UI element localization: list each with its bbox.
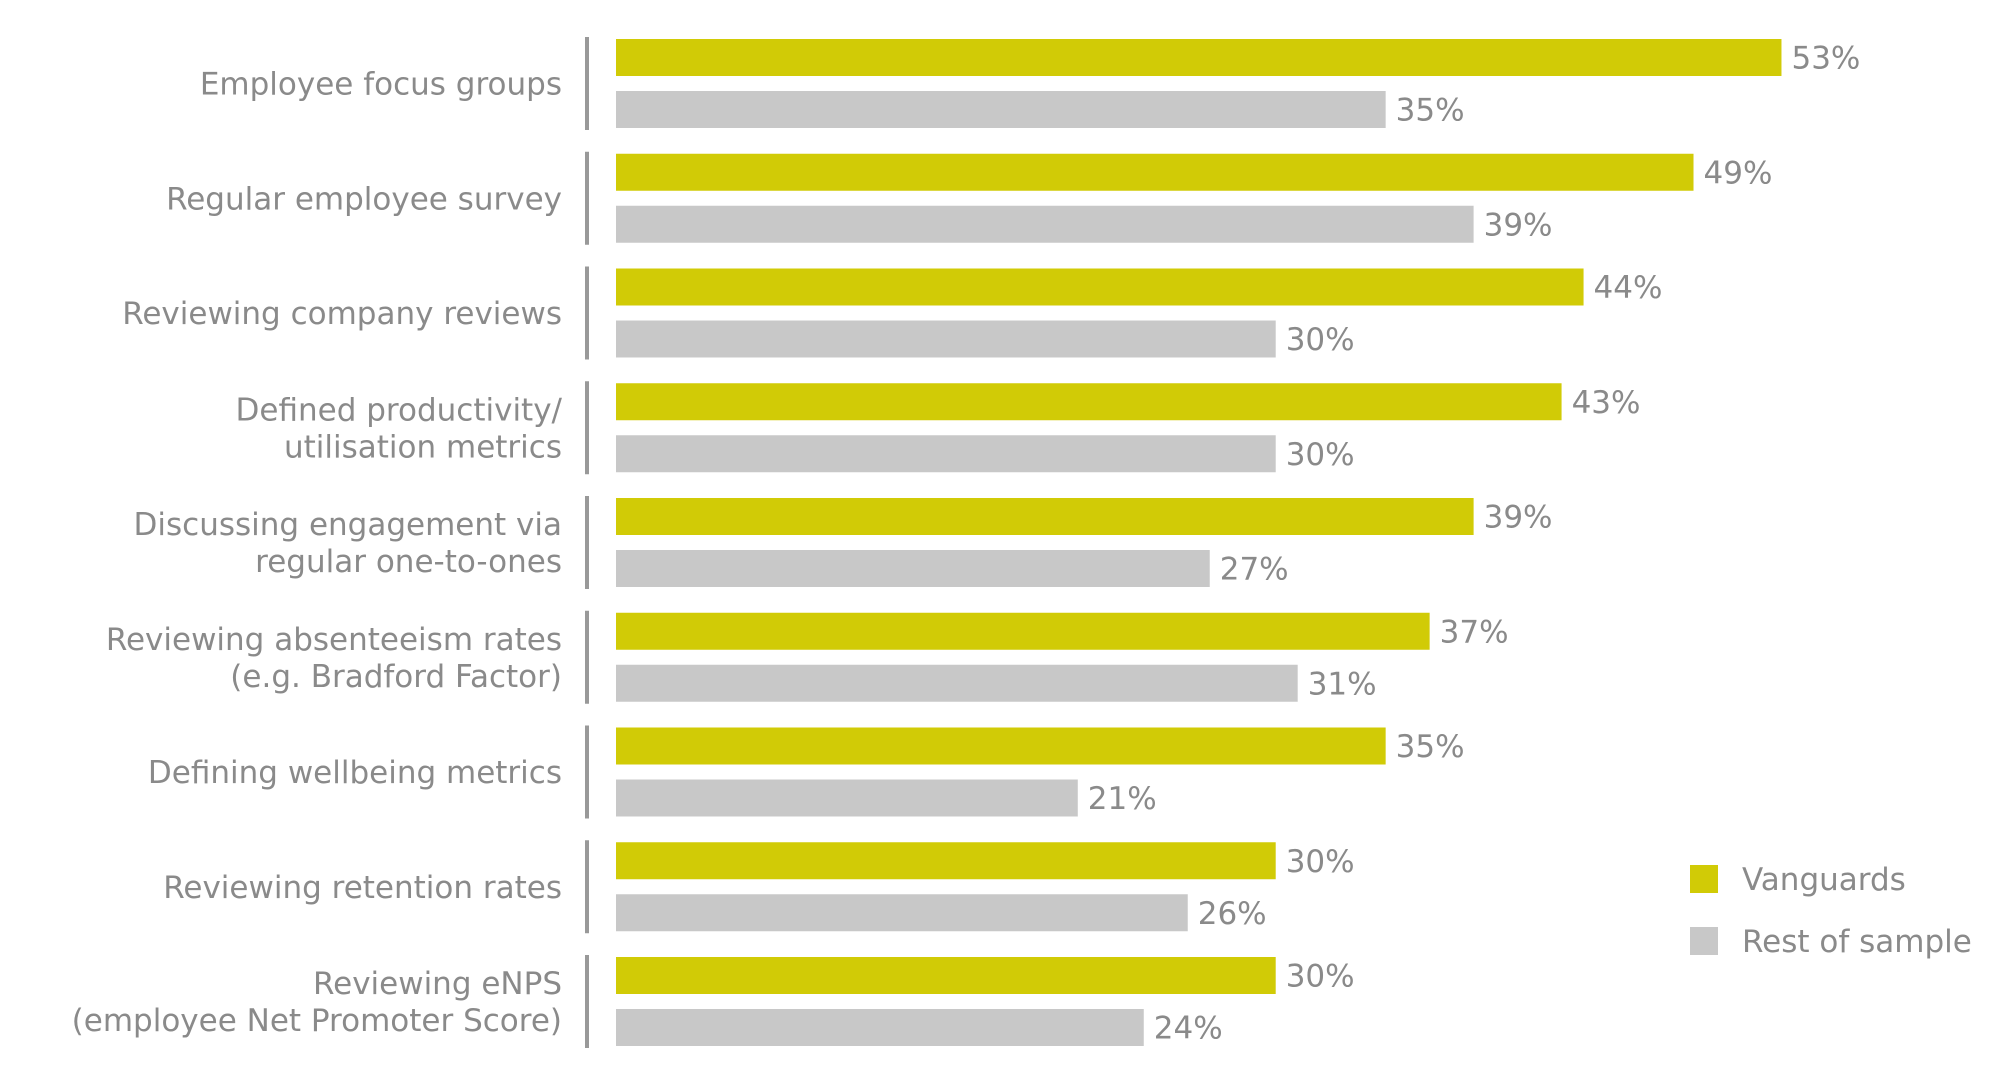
bars — [616, 39, 1782, 1046]
value-labels: 53% 35% 49% 39% 44% 30% 43% 30% 39% 27% 37% 31% 35% 2… — [1088, 41, 1861, 1047]
bar-vanguards-defining-wellbeing-metrics — [616, 727, 1386, 765]
category-label-defining-wellbeing-metrics: Defining wellbeing metrics — [148, 755, 562, 791]
legend-label-rest-of-sample: Rest of sample — [1742, 924, 1972, 960]
bar-rest-of-sample-defined-productivity-utilisation-metrics — [616, 435, 1276, 473]
value-label-vanguards-reviewing-enps-employee-net-promoter-score: 30% — [1286, 959, 1355, 995]
legend: Vanguards Rest of sample — [1690, 862, 1972, 960]
bar-rest-of-sample-regular-employee-survey — [616, 205, 1474, 243]
category-label-defined-productivity-utilisation-metrics-line-2: utilisation metrics — [284, 429, 562, 465]
legend-swatch-rest-of-sample — [1690, 927, 1718, 955]
bar-rest-of-sample-employee-focus-groups — [616, 91, 1386, 128]
category-label-reviewing-absenteeism-rates-e-g-bradford-factor-line-1: Reviewing absenteeism rates — [106, 622, 562, 658]
bar-rest-of-sample-reviewing-retention-rates — [616, 894, 1188, 932]
value-label-vanguards-regular-employee-survey: 49% — [1704, 155, 1773, 191]
category-label-reviewing-retention-rates: Reviewing retention rates — [163, 870, 562, 906]
bar-vanguards-regular-employee-survey — [616, 153, 1694, 191]
bar-rest-of-sample-reviewing-absenteeism-rates-e-g-bradford-factor — [616, 664, 1298, 702]
value-label-rest-of-sample-regular-employee-survey: 39% — [1484, 207, 1553, 243]
category-label-reviewing-absenteeism-rates-e-g-bradford-factor-line-2: (e.g. Bradford Factor) — [230, 659, 562, 695]
category-label-discussing-engagement-via-regular-one-to-ones-line-2: regular one-to-ones — [255, 544, 562, 580]
value-label-rest-of-sample-defined-productivity-utilisation-metrics: 30% — [1286, 437, 1355, 473]
value-label-vanguards-reviewing-company-reviews: 44% — [1594, 270, 1663, 306]
category-label-employee-focus-groups: Employee focus groups — [200, 67, 562, 103]
value-label-rest-of-sample-employee-focus-groups: 35% — [1396, 93, 1465, 129]
value-label-vanguards-reviewing-absenteeism-rates-e-g-bradford-factor: 37% — [1440, 614, 1509, 650]
bar-vanguards-reviewing-retention-rates — [616, 842, 1276, 880]
bar-vanguards-defined-productivity-utilisation-metrics — [616, 383, 1562, 421]
bar-vanguards-reviewing-absenteeism-rates-e-g-bradford-factor — [616, 612, 1430, 650]
value-label-rest-of-sample-reviewing-company-reviews: 30% — [1286, 322, 1355, 358]
value-label-rest-of-sample-reviewing-retention-rates: 26% — [1198, 896, 1267, 932]
value-label-rest-of-sample-reviewing-enps-employee-net-promoter-score: 24% — [1154, 1011, 1223, 1047]
category-labels: Employee focus groups Regular employee su… — [72, 67, 563, 1040]
bar-rest-of-sample-reviewing-company-reviews — [616, 320, 1276, 358]
value-label-rest-of-sample-discussing-engagement-via-regular-one-to-ones: 27% — [1220, 552, 1289, 588]
category-label-defined-productivity-utilisation-metrics-line-1: Defined productivity/ — [236, 392, 563, 428]
bar-rest-of-sample-defining-wellbeing-metrics — [616, 779, 1078, 817]
value-label-vanguards-employee-focus-groups: 53% — [1791, 41, 1860, 77]
category-label-reviewing-enps-employee-net-promoter-score-line-2: (employee Net Promoter Score) — [72, 1003, 562, 1039]
category-label-reviewing-enps-employee-net-promoter-score-line-1: Reviewing eNPS — [313, 966, 562, 1002]
bar-rest-of-sample-reviewing-enps-employee-net-promoter-score — [616, 1009, 1144, 1046]
category-label-discussing-engagement-via-regular-one-to-ones-line-1: Discussing engagement via — [134, 507, 562, 543]
value-label-vanguards-defining-wellbeing-metrics: 35% — [1396, 729, 1465, 765]
bar-vanguards-reviewing-enps-employee-net-promoter-score — [616, 957, 1276, 994]
value-label-rest-of-sample-defining-wellbeing-metrics: 21% — [1088, 781, 1157, 817]
value-label-rest-of-sample-reviewing-absenteeism-rates-e-g-bradford-factor: 31% — [1308, 666, 1377, 702]
category-label-reviewing-company-reviews: Reviewing company reviews — [122, 296, 562, 332]
value-label-vanguards-reviewing-retention-rates: 30% — [1286, 844, 1355, 880]
value-label-vanguards-discussing-engagement-via-regular-one-to-ones: 39% — [1484, 500, 1553, 536]
legend-label-vanguards: Vanguards — [1742, 862, 1906, 898]
value-label-vanguards-defined-productivity-utilisation-metrics: 43% — [1572, 385, 1641, 421]
bar-vanguards-discussing-engagement-via-regular-one-to-ones — [616, 498, 1474, 535]
bar-vanguards-reviewing-company-reviews — [616, 268, 1584, 306]
bar-vanguards-employee-focus-groups — [616, 39, 1782, 76]
bar-rest-of-sample-discussing-engagement-via-regular-one-to-ones — [616, 550, 1210, 587]
legend-swatch-vanguards — [1690, 865, 1718, 893]
category-label-regular-employee-survey: Regular employee survey — [166, 181, 562, 217]
